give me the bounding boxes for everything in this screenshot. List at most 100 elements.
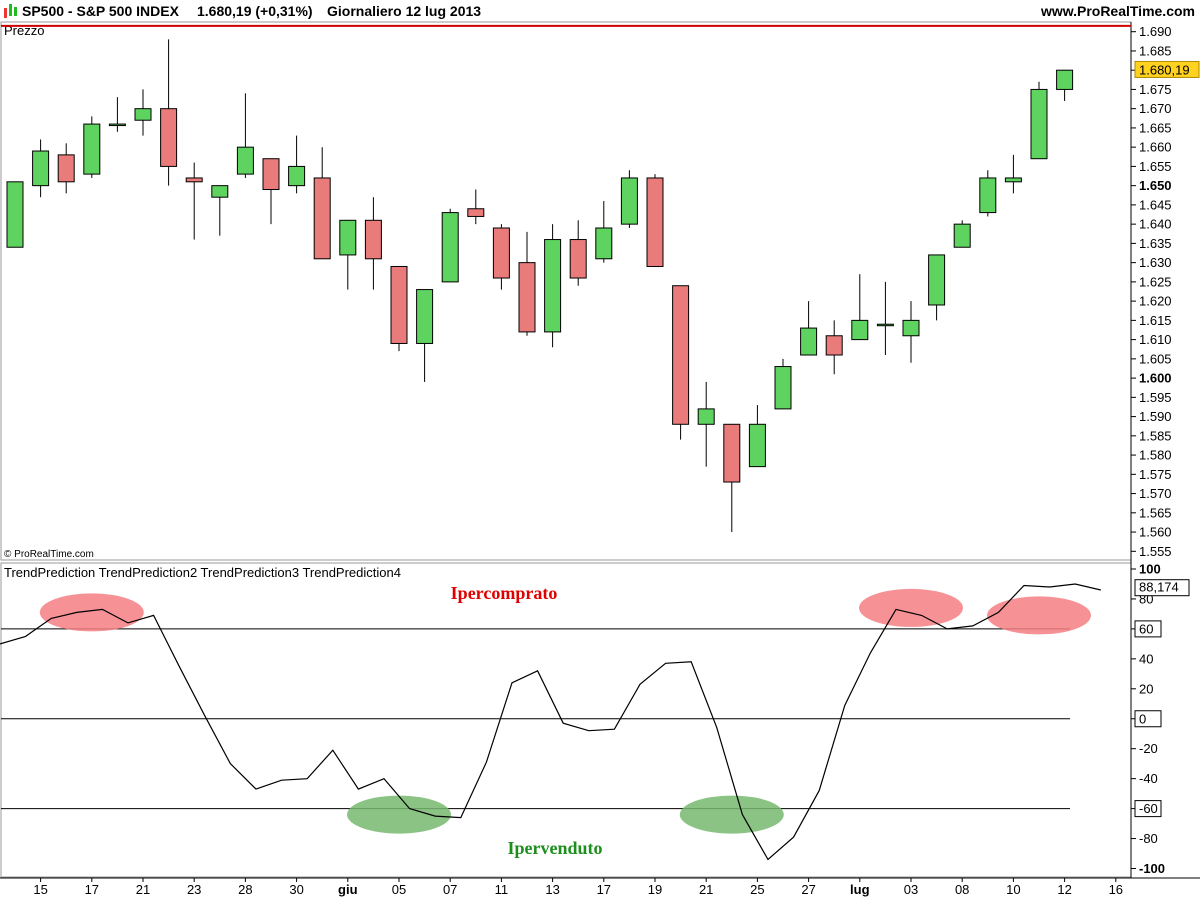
x-tick-label: 28 bbox=[238, 882, 252, 897]
candle-body bbox=[313, 177, 331, 260]
candle-body bbox=[748, 423, 766, 468]
last-price-label: 1.680,19 bbox=[1139, 62, 1190, 77]
candle-body bbox=[364, 219, 382, 260]
candle-body bbox=[646, 177, 664, 267]
price-tick-label: 1.595 bbox=[1139, 390, 1172, 405]
candle-body bbox=[236, 146, 254, 175]
trendprediction-line bbox=[0, 583, 1101, 861]
price-tick-label: 1.645 bbox=[1139, 197, 1172, 212]
x-tick-label: 25 bbox=[750, 882, 764, 897]
candle-body bbox=[441, 212, 459, 283]
indicator-tick-label: 20 bbox=[1139, 681, 1153, 696]
indicator-title: TrendPrediction TrendPrediction2 TrendPr… bbox=[4, 565, 401, 580]
x-tick-label: 21 bbox=[699, 882, 713, 897]
x-tick-label: 03 bbox=[904, 882, 918, 897]
indicator-tick-label: -20 bbox=[1139, 741, 1158, 756]
candle-body bbox=[160, 108, 178, 167]
zone-ellipse bbox=[679, 795, 784, 834]
x-tick-label: 17 bbox=[597, 882, 611, 897]
oversold-label: Ipervenduto bbox=[507, 838, 602, 858]
x-tick-label: 13 bbox=[545, 882, 559, 897]
price-tick-label: 1.675 bbox=[1139, 82, 1172, 97]
x-tick-label: 10 bbox=[1006, 882, 1020, 897]
x-tick-label: 19 bbox=[648, 882, 662, 897]
x-tick-label: 30 bbox=[289, 882, 303, 897]
candle-body bbox=[1030, 88, 1048, 160]
price-tick-label: 1.630 bbox=[1139, 255, 1172, 270]
candle-body bbox=[953, 223, 971, 248]
price-tick-label: 1.685 bbox=[1139, 43, 1172, 58]
x-tick-label: 15 bbox=[33, 882, 47, 897]
candle-body bbox=[390, 265, 408, 344]
candle-body bbox=[851, 319, 869, 341]
x-tick-label: 27 bbox=[801, 882, 815, 897]
candle-body bbox=[83, 123, 101, 175]
price-tick-label: 1.640 bbox=[1139, 217, 1172, 232]
candle-body bbox=[1056, 69, 1074, 90]
site-link[interactable]: www.ProRealTime.com bbox=[1040, 3, 1195, 19]
x-tick-label: 07 bbox=[443, 882, 457, 897]
price-tick-label: 1.570 bbox=[1139, 486, 1172, 501]
price-tick-label: 1.615 bbox=[1139, 313, 1172, 328]
candle-body bbox=[800, 327, 818, 356]
last-indicator-label: 88,174 bbox=[1139, 580, 1179, 595]
last-price-badge bbox=[1134, 60, 1200, 78]
candle-body bbox=[6, 181, 24, 248]
price-tick-label: 1.655 bbox=[1139, 159, 1172, 174]
app-icon bbox=[4, 4, 17, 18]
overbought-label: Ipercomprato bbox=[451, 583, 558, 603]
indicator-tick-label: -80 bbox=[1139, 831, 1158, 846]
indicator-tick-label: 40 bbox=[1139, 651, 1153, 666]
zone-ellipse bbox=[859, 588, 963, 627]
candle-body bbox=[672, 285, 690, 425]
candle-body bbox=[544, 239, 562, 333]
period-date: Giornaliero 12 lug 2013 bbox=[327, 3, 481, 19]
axes: 1.6901.6851.6801.6751.6701.6651.6601.655… bbox=[33, 24, 1200, 897]
candle-body bbox=[467, 208, 485, 217]
price-tick-label: 1.575 bbox=[1139, 467, 1172, 482]
price-change: 1.680,19 (+0,31%) bbox=[197, 3, 313, 19]
candle-body bbox=[134, 108, 152, 121]
x-tick-label: 12 bbox=[1057, 882, 1071, 897]
indicator-tick-label: 0 bbox=[1139, 711, 1146, 726]
x-tick-label: 05 bbox=[392, 882, 406, 897]
indicator-tick-label: 60 bbox=[1139, 621, 1153, 636]
candle-body bbox=[928, 254, 946, 306]
price-tick-label: 1.580 bbox=[1139, 448, 1172, 463]
price-tick-label: 1.610 bbox=[1139, 332, 1172, 347]
candle-body bbox=[902, 319, 920, 337]
x-tick-label: 23 bbox=[187, 882, 201, 897]
indicator-tick-label: -40 bbox=[1139, 771, 1158, 786]
indicator-tick-label: 100 bbox=[1139, 561, 1161, 576]
price-tick-label: 1.635 bbox=[1139, 236, 1172, 251]
zone-ellipse bbox=[347, 795, 451, 834]
candle-body bbox=[876, 323, 894, 327]
candle-body bbox=[32, 150, 50, 187]
price-tick-label: 1.585 bbox=[1139, 428, 1172, 443]
price-series bbox=[1, 24, 1131, 533]
candle-body bbox=[979, 177, 997, 214]
candle-body bbox=[697, 408, 715, 425]
price-tick-label: 1.650 bbox=[1139, 178, 1172, 193]
indicator-level-box bbox=[1134, 800, 1162, 818]
price-tick-label: 1.660 bbox=[1139, 140, 1172, 155]
candle-body bbox=[595, 227, 613, 260]
x-tick-label: 16 bbox=[1109, 882, 1123, 897]
candle-body bbox=[185, 177, 203, 183]
indicator-tick-label: -100 bbox=[1139, 861, 1165, 876]
x-tick-label: 08 bbox=[955, 882, 969, 897]
candle-body bbox=[57, 154, 75, 183]
x-tick-label: 17 bbox=[85, 882, 99, 897]
candle-body bbox=[108, 123, 126, 127]
zone-ellipse bbox=[987, 596, 1091, 635]
candle-body bbox=[569, 239, 587, 279]
indicator-series bbox=[0, 583, 1101, 861]
price-tick-label: 1.625 bbox=[1139, 274, 1172, 289]
candle-body bbox=[620, 177, 638, 225]
candle-body bbox=[774, 366, 792, 410]
indicator-tick-label: -60 bbox=[1139, 801, 1158, 816]
x-tick-label: 21 bbox=[136, 882, 150, 897]
candle-body bbox=[416, 289, 434, 344]
